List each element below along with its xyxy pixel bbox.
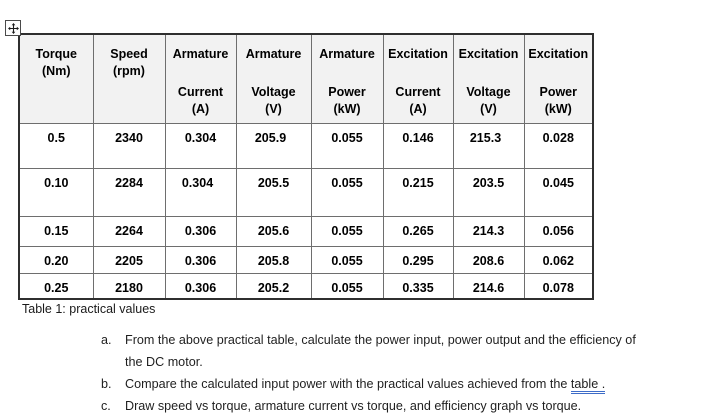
table-cell[interactable]: 0.055 [310, 215, 384, 247]
header-line: Speed [110, 47, 148, 61]
table-cell[interactable]: 215.3 [452, 122, 525, 169]
header-line: Excitation [458, 47, 519, 61]
table-cell[interactable]: 0.25 [18, 272, 94, 300]
col-header-excitation-voltage[interactable]: Excitation Voltage (V) [452, 33, 525, 124]
header-unit: (A) [409, 102, 427, 116]
table-header-row: Torque (Nm) Speed (rpm) Armature Current… [18, 33, 594, 124]
table-cell[interactable]: 0.055 [310, 122, 384, 169]
table-cell[interactable]: 0.306 [164, 245, 237, 274]
task-list: a. From the above practical table, calcu… [101, 329, 697, 417]
task-text: Compare the calculated input power with … [125, 373, 697, 395]
table-cell[interactable]: 2205 [92, 245, 166, 274]
list-marker: a. [101, 333, 112, 347]
table-cell[interactable]: 0.078 [523, 272, 594, 300]
header-line: Armature [245, 47, 302, 61]
header-line: Power [328, 85, 366, 99]
header-line: Current [177, 85, 224, 99]
table-cell[interactable]: 0.215 [382, 167, 454, 217]
task-text: Draw speed vs torque, armature current v… [125, 399, 582, 413]
table-cell[interactable]: 0.306 [164, 272, 237, 300]
col-header-armature-voltage[interactable]: Armature Voltage (V) [235, 33, 312, 124]
table-cell[interactable]: 0.055 [310, 272, 384, 300]
list-marker: b. [101, 377, 112, 391]
task-text-prefix: Compare the calculated input power with … [125, 377, 571, 391]
col-header-speed[interactable]: Speed (rpm) [92, 33, 166, 124]
header-line: Armature [172, 47, 229, 61]
table-cell[interactable]: 0.295 [382, 245, 454, 274]
table-cell[interactable]: 0.10 [18, 167, 94, 217]
table-cell[interactable]: 0.146 [382, 122, 454, 169]
task-text: From the above practical table, calculat… [125, 329, 697, 373]
list-marker: c. [101, 399, 111, 413]
table-cell[interactable]: 2180 [92, 272, 166, 300]
table-row: 0.20 2205 0.306 205.8 0.055 0.295 208.6 … [18, 245, 594, 274]
table-cell[interactable]: 0.055 [310, 245, 384, 274]
header-unit: (kW) [544, 102, 572, 116]
table-cell[interactable]: 0.304 [164, 122, 237, 169]
header-line: Power [539, 85, 577, 99]
table-cell[interactable]: 205.9 [235, 122, 312, 169]
table-cell[interactable]: 0.5 [18, 122, 94, 169]
move-icon [7, 22, 19, 34]
table-cell[interactable]: 0.055 [310, 167, 384, 217]
table-row: 0.15 2264 0.306 205.6 0.055 0.265 214.3 … [18, 215, 594, 247]
table-cell[interactable]: 205.5 [235, 167, 312, 217]
table-cell[interactable]: 214.3 [452, 215, 525, 247]
table-cell[interactable]: 214.6 [452, 272, 525, 300]
practical-values-table: Torque (Nm) Speed (rpm) Armature Current… [18, 33, 594, 300]
table-cell[interactable]: 0.056 [523, 215, 594, 247]
table-cell[interactable]: 0.306 [164, 215, 237, 247]
table-cell[interactable]: 205.2 [235, 272, 312, 300]
header-line: Voltage [466, 85, 511, 99]
table-row: 0.10 2284 0.304 205.5 0.055 0.215 203.5 … [18, 167, 594, 217]
header-line: Excitation [528, 47, 589, 61]
table-cell[interactable]: 0.028 [523, 122, 594, 169]
header-line: Torque [35, 47, 77, 61]
table-row: 0.5 2340 0.304 205.9 0.055 0.146 215.3 0… [18, 122, 594, 169]
table-caption: Table 1: practical values [22, 302, 156, 316]
col-header-torque[interactable]: Torque (Nm) [18, 33, 94, 124]
task-item-c: c. Draw speed vs torque, armature curren… [101, 395, 697, 417]
col-header-armature-power[interactable]: Armature Power (kW) [310, 33, 384, 124]
table-cell[interactable]: 0.20 [18, 245, 94, 274]
table-cell[interactable]: 0.045 [523, 167, 594, 217]
header-unit: (V) [480, 102, 497, 116]
table-cell[interactable]: 208.6 [452, 245, 525, 274]
col-header-excitation-power[interactable]: Excitation Power (kW) [523, 33, 594, 124]
col-header-armature-current[interactable]: Armature Current (A) [164, 33, 237, 124]
col-header-excitation-current[interactable]: Excitation Current (A) [382, 33, 454, 124]
table-cell[interactable]: 205.6 [235, 215, 312, 247]
table-move-handle[interactable] [5, 20, 21, 36]
header-unit: (V) [265, 102, 282, 116]
table-cell[interactable]: 0.15 [18, 215, 94, 247]
table-cell[interactable]: 205.8 [235, 245, 312, 274]
table-cell[interactable]: 0.062 [523, 245, 594, 274]
table-cell[interactable]: 203.5 [452, 167, 525, 217]
header-unit: (A) [191, 102, 210, 116]
table-cell[interactable]: 2264 [92, 215, 166, 247]
header-line: Voltage [251, 85, 296, 99]
table-cell[interactable]: 2284 [92, 167, 166, 217]
table-cell[interactable]: 0.335 [382, 272, 454, 300]
task-item-a: a. From the above practical table, calcu… [101, 329, 697, 373]
grammar-underlined-text[interactable]: table . [570, 377, 606, 394]
task-text-line: From the above practical table, calculat… [125, 333, 636, 347]
header-line: Excitation [388, 47, 448, 61]
header-line: Armature [319, 47, 375, 61]
header-unit: (kW) [333, 102, 361, 116]
table-cell[interactable]: 0.304 [164, 167, 237, 217]
table-cell[interactable]: 0.265 [382, 215, 454, 247]
table-cell[interactable]: 2340 [92, 122, 166, 169]
header-unit: (rpm) [113, 64, 145, 78]
header-line: Current [395, 85, 441, 99]
task-item-b: b. Compare the calculated input power wi… [101, 373, 697, 395]
task-text-line: the DC motor. [125, 355, 203, 369]
header-unit: (Nm) [42, 64, 71, 78]
table-row: 0.25 2180 0.306 205.2 0.055 0.335 214.6 … [18, 272, 594, 300]
